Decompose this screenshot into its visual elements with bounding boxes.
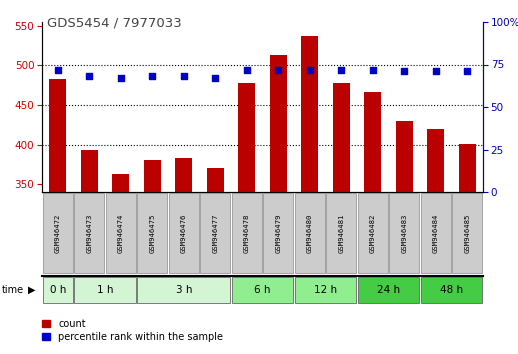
Text: time: time <box>2 285 24 295</box>
Bar <box>333 83 350 192</box>
Text: ▶: ▶ <box>28 285 36 295</box>
Bar <box>207 168 224 192</box>
Point <box>337 67 346 73</box>
Point <box>211 75 220 81</box>
Point <box>306 67 314 73</box>
Point <box>369 67 377 73</box>
FancyBboxPatch shape <box>390 193 419 273</box>
Point <box>53 67 62 73</box>
Text: 12 h: 12 h <box>314 285 337 295</box>
Text: GSM946483: GSM946483 <box>401 213 407 253</box>
Legend: count, percentile rank within the sample: count, percentile rank within the sample <box>41 319 223 342</box>
Text: 6 h: 6 h <box>254 285 271 295</box>
Point <box>463 68 471 74</box>
FancyBboxPatch shape <box>232 277 293 303</box>
FancyBboxPatch shape <box>137 277 231 303</box>
Bar <box>175 158 192 192</box>
Bar <box>238 83 255 192</box>
Bar <box>143 160 161 192</box>
Text: 48 h: 48 h <box>440 285 463 295</box>
Text: GSM946485: GSM946485 <box>464 213 470 253</box>
FancyBboxPatch shape <box>200 193 230 273</box>
Point <box>242 67 251 73</box>
FancyBboxPatch shape <box>357 277 420 303</box>
FancyBboxPatch shape <box>74 277 136 303</box>
Point <box>274 67 282 73</box>
Text: GSM946480: GSM946480 <box>307 213 313 253</box>
FancyBboxPatch shape <box>295 193 325 273</box>
Point <box>431 68 440 74</box>
Text: GSM946479: GSM946479 <box>275 213 281 253</box>
Bar <box>112 174 130 192</box>
FancyBboxPatch shape <box>42 277 73 303</box>
FancyBboxPatch shape <box>106 193 136 273</box>
Text: 1 h: 1 h <box>97 285 113 295</box>
Point <box>400 68 408 74</box>
FancyBboxPatch shape <box>421 193 451 273</box>
Text: GSM946472: GSM946472 <box>55 213 61 253</box>
Bar <box>427 129 444 192</box>
FancyBboxPatch shape <box>169 193 198 273</box>
Text: GSM946482: GSM946482 <box>370 213 376 253</box>
FancyBboxPatch shape <box>75 193 104 273</box>
Text: GSM946484: GSM946484 <box>433 213 439 253</box>
FancyBboxPatch shape <box>295 277 356 303</box>
Text: GSM946477: GSM946477 <box>212 213 218 253</box>
Text: GSM946476: GSM946476 <box>181 213 187 253</box>
Point <box>148 74 156 79</box>
Bar <box>458 144 476 192</box>
Bar <box>81 150 98 192</box>
FancyBboxPatch shape <box>43 193 73 273</box>
FancyBboxPatch shape <box>232 193 262 273</box>
Text: GSM946481: GSM946481 <box>338 213 344 253</box>
FancyBboxPatch shape <box>452 193 482 273</box>
Bar <box>301 36 319 192</box>
Text: 3 h: 3 h <box>176 285 192 295</box>
Point <box>117 75 125 81</box>
Text: 0 h: 0 h <box>50 285 66 295</box>
Text: 24 h: 24 h <box>377 285 400 295</box>
Point <box>85 74 93 79</box>
Bar <box>364 92 381 192</box>
Text: GSM946478: GSM946478 <box>244 213 250 253</box>
Bar <box>269 55 287 192</box>
Text: GDS5454 / 7977033: GDS5454 / 7977033 <box>47 17 182 30</box>
Point <box>180 74 188 79</box>
Text: GSM946474: GSM946474 <box>118 213 124 253</box>
Text: GSM946475: GSM946475 <box>149 213 155 253</box>
Bar <box>396 121 413 192</box>
FancyBboxPatch shape <box>421 277 482 303</box>
FancyBboxPatch shape <box>137 193 167 273</box>
Bar <box>49 79 66 192</box>
FancyBboxPatch shape <box>264 193 293 273</box>
Text: GSM946473: GSM946473 <box>87 213 92 253</box>
FancyBboxPatch shape <box>358 193 387 273</box>
FancyBboxPatch shape <box>326 193 356 273</box>
